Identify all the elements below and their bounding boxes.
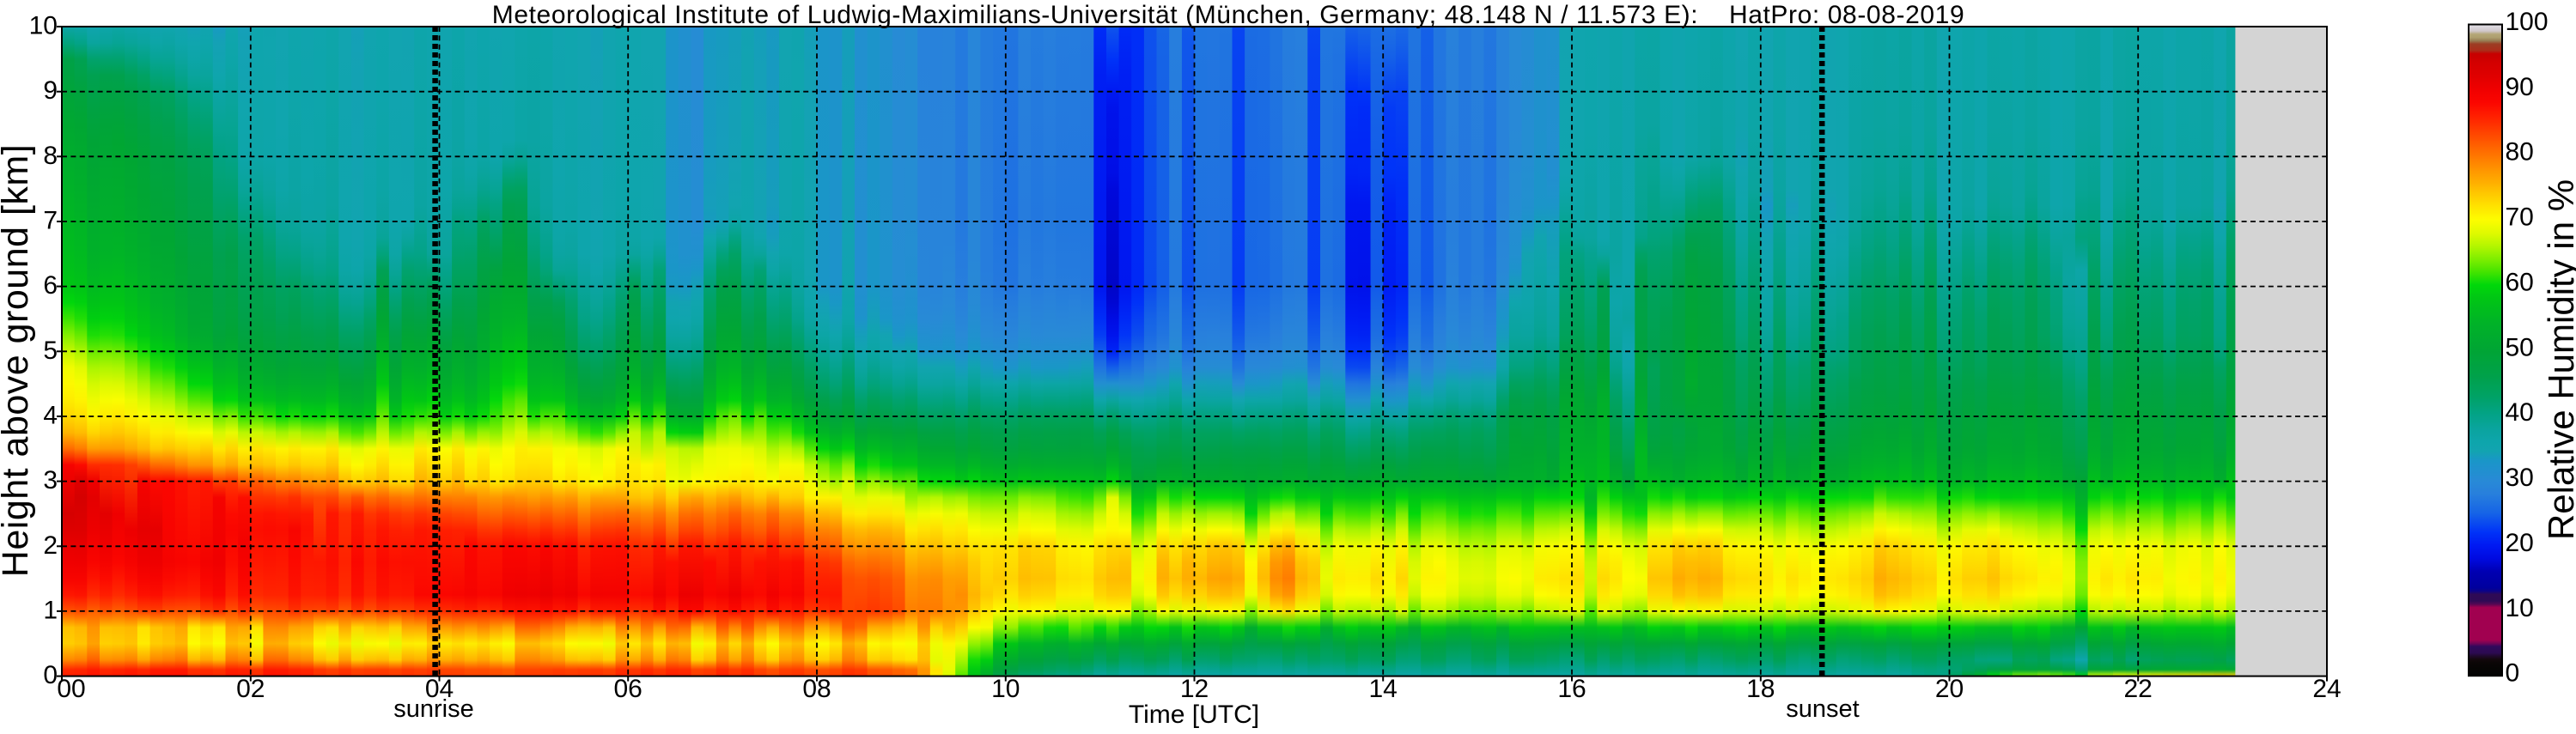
svg-text:06: 06: [614, 675, 642, 703]
svg-text:9: 9: [43, 76, 58, 105]
svg-text:22: 22: [2124, 675, 2153, 703]
svg-text:Height above ground [km]: Height above ground [km]: [0, 144, 36, 577]
svg-text:24: 24: [2312, 675, 2341, 703]
svg-text:08: 08: [802, 675, 831, 703]
svg-text:10: 10: [991, 675, 1020, 703]
svg-text:0: 0: [43, 661, 58, 689]
svg-text:18: 18: [1746, 675, 1775, 703]
svg-text:10: 10: [2506, 594, 2534, 622]
svg-text:5: 5: [43, 337, 58, 365]
svg-text:02: 02: [236, 675, 265, 703]
svg-text:Relative Humidity in %: Relative Humidity in %: [2541, 179, 2576, 540]
svg-text:Meteorological Institute of Lu: Meteorological Institute of Ludwig-Maxim…: [492, 1, 1964, 29]
svg-text:20: 20: [1935, 675, 1964, 703]
svg-text:4: 4: [43, 402, 58, 430]
svg-text:80: 80: [2506, 138, 2534, 167]
svg-text:0: 0: [2506, 659, 2520, 688]
svg-text:30: 30: [2506, 464, 2534, 492]
svg-text:04: 04: [425, 675, 454, 703]
svg-text:2: 2: [43, 531, 58, 560]
svg-text:70: 70: [2506, 203, 2534, 232]
svg-text:60: 60: [2506, 269, 2534, 297]
svg-text:7: 7: [43, 207, 58, 235]
svg-text:1: 1: [43, 596, 58, 624]
svg-text:3: 3: [43, 466, 58, 494]
svg-text:14: 14: [1369, 675, 1398, 703]
svg-text:10: 10: [29, 12, 58, 40]
svg-text:16: 16: [1557, 675, 1586, 703]
svg-text:sunset: sunset: [1786, 695, 1859, 723]
svg-text:sunrise: sunrise: [393, 695, 474, 723]
svg-text:20: 20: [2506, 529, 2534, 557]
svg-text:100: 100: [2506, 8, 2549, 36]
svg-text:50: 50: [2506, 333, 2534, 361]
svg-text:40: 40: [2506, 398, 2534, 427]
svg-text:Time [UTC]: Time [UTC]: [1129, 701, 1259, 729]
svg-text:6: 6: [43, 271, 58, 300]
svg-text:12: 12: [1180, 675, 1209, 703]
svg-text:90: 90: [2506, 73, 2534, 101]
svg-text:8: 8: [43, 142, 58, 170]
svg-text:00: 00: [57, 675, 85, 703]
